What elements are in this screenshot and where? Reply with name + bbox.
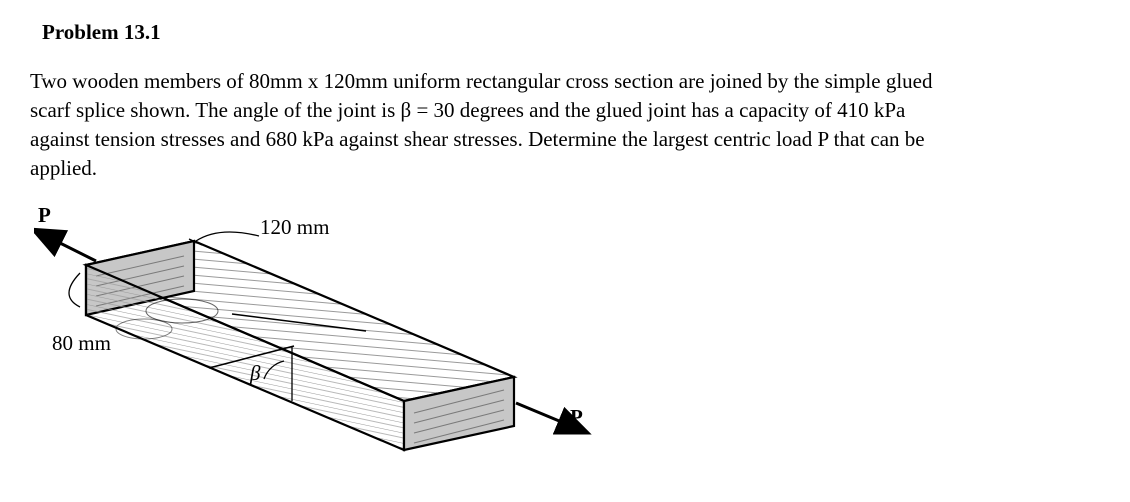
scarf-splice-figure: P 120 mm 80 mm β P [34, 201, 594, 461]
text-line-2: scarf splice shown. The angle of the joi… [30, 98, 905, 122]
load-label-right: P [570, 403, 583, 432]
problem-text: Two wooden members of 80mm x 120mm unifo… [30, 67, 1100, 183]
text-line-1: Two wooden members of 80mm x 120mm unifo… [30, 69, 933, 93]
text-line-4: applied. [30, 156, 97, 180]
dim-width-label: 120 mm [260, 213, 329, 242]
text-line-3: against tension stresses and 680 kPa aga… [30, 127, 925, 151]
load-label-left: P [38, 201, 51, 230]
dim-depth-label: 80 mm [52, 329, 111, 358]
problem-label: Problem 13.1 [42, 18, 1100, 47]
angle-label: β [250, 359, 260, 388]
